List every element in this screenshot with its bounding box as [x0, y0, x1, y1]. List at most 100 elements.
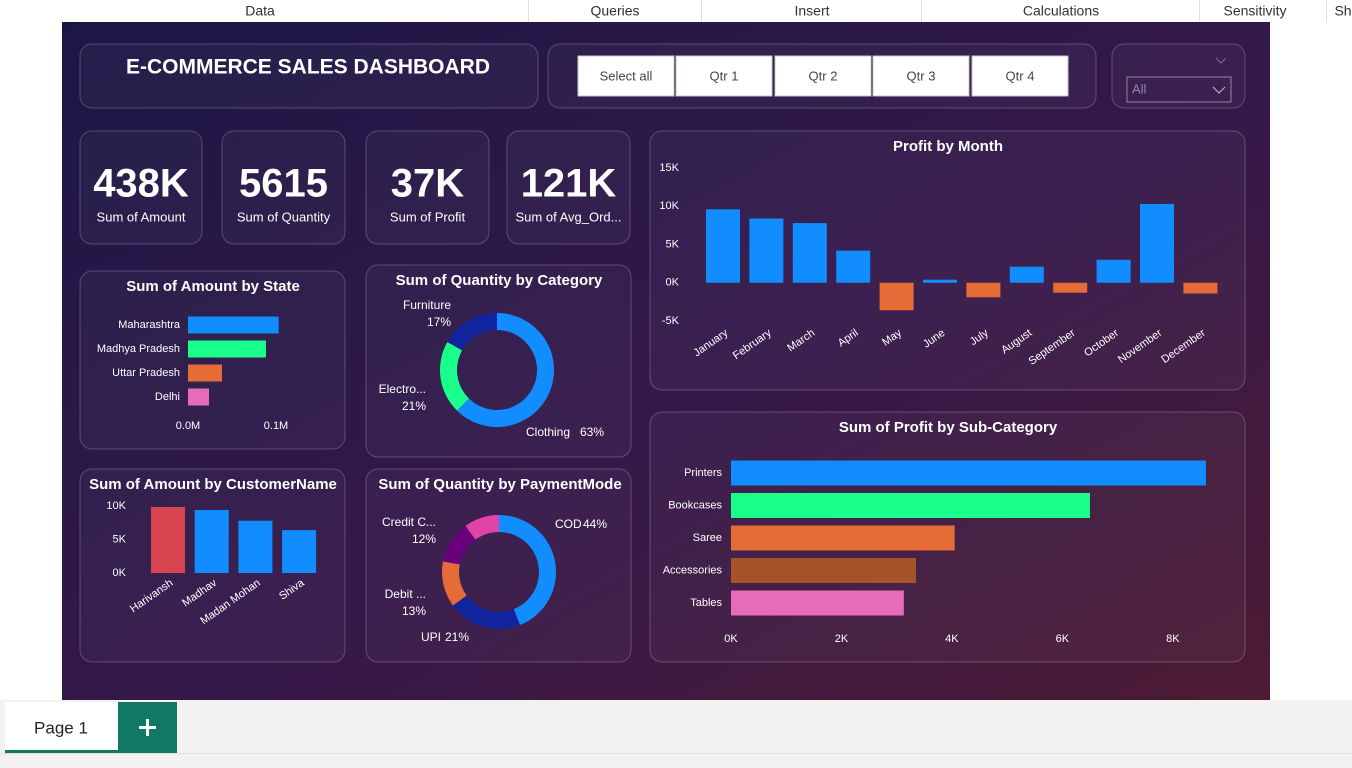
slicer-button-label[interactable]: Qtr 3	[907, 68, 936, 83]
dropdown-box[interactable]	[1126, 76, 1232, 103]
donut-segment	[499, 515, 556, 625]
ribbon-tab[interactable]: Queries	[590, 3, 639, 19]
slicer-button-label[interactable]: Qtr 2	[809, 68, 838, 83]
donut-segment	[441, 561, 467, 606]
chart-title: Sum of Profit by Sub-Category	[839, 419, 1058, 436]
chart-title: Sum of Quantity by PaymentMode	[378, 476, 621, 493]
slicer-button[interactable]	[577, 55, 675, 97]
slice-value-label: 21%	[402, 399, 426, 413]
kpi-card	[506, 130, 631, 245]
slice-label: Furniture	[403, 298, 451, 312]
bar	[923, 279, 957, 283]
chart-title: Profit by Month	[893, 138, 1003, 155]
bar	[188, 388, 210, 406]
bar	[731, 460, 1206, 486]
bar	[188, 364, 222, 382]
panel	[79, 468, 346, 663]
x-tick-label: 0.1M	[264, 420, 288, 432]
bar	[1183, 282, 1218, 294]
y-tick-label: 0K	[666, 277, 680, 289]
y-tick-label: 5K	[113, 533, 127, 545]
slice-label: Electro...	[379, 382, 426, 396]
kpi-label: Sum of Profit	[390, 209, 466, 224]
page-tab-underline	[5, 750, 118, 753]
ribbon-tab[interactable]: Sh	[1334, 3, 1351, 19]
slice-label: Debit ...	[385, 587, 426, 601]
dropdown-chevron	[1212, 86, 1226, 94]
kpi-card	[221, 130, 346, 245]
kpi-card	[79, 130, 203, 245]
slicer-button[interactable]	[675, 55, 773, 97]
bar	[966, 282, 1001, 298]
bar	[731, 493, 1090, 518]
dropdown-value[interactable]: All	[1132, 81, 1147, 96]
kpi-value: 37K	[391, 162, 464, 206]
ribbon	[0, 0, 1352, 22]
kpi-card	[365, 130, 490, 245]
kpi-label: Sum of Avg_Ord...	[516, 209, 622, 224]
y-tick-label: Delhi	[155, 391, 180, 403]
ribbon-tab[interactable]: Calculations	[1023, 3, 1099, 19]
dropdown-chevron	[1215, 57, 1227, 64]
panel	[649, 130, 1246, 391]
donut-segment	[457, 313, 555, 427]
bar	[731, 590, 904, 616]
title-panel	[79, 43, 539, 109]
slice-label: COD	[555, 517, 582, 531]
chart-title: Sum of Amount by CustomerName	[89, 476, 337, 493]
kpi-label: Sum of Amount	[97, 209, 186, 224]
slicer-button[interactable]	[774, 55, 872, 97]
y-tick-label: 15K	[659, 162, 679, 174]
slicer-button[interactable]	[872, 55, 970, 97]
slicer-button-label[interactable]: Qtr 1	[710, 68, 739, 83]
y-tick-label: Printers	[684, 467, 722, 479]
slicer-panel	[547, 43, 1097, 109]
bar	[282, 530, 317, 573]
panel	[365, 468, 632, 663]
ribbon-tab[interactable]: Data	[245, 3, 275, 19]
slicer-button-label[interactable]: Select all	[600, 68, 653, 83]
page-tab-label[interactable]: Page 1	[34, 718, 88, 737]
donut-segment	[443, 525, 476, 565]
bar	[706, 209, 740, 283]
bar	[1096, 259, 1131, 283]
dropdown-panel	[1111, 43, 1246, 109]
y-tick-label: Tables	[690, 597, 722, 609]
bar	[188, 340, 266, 358]
y-tick-label: Saree	[693, 532, 722, 544]
bar	[731, 558, 917, 583]
y-tick-label: Accessories	[663, 564, 723, 576]
ribbon-tab[interactable]: Insert	[794, 3, 829, 19]
x-tick-label: 8K	[1166, 633, 1180, 645]
slice-value-label: 12%	[412, 532, 436, 546]
slice-value-label: 13%	[402, 604, 426, 618]
bar	[836, 250, 871, 283]
bar	[749, 218, 784, 283]
y-tick-label: 5K	[666, 238, 680, 250]
slicer-button[interactable]	[971, 55, 1069, 97]
page-tab[interactable]	[5, 702, 118, 753]
bar	[188, 316, 279, 334]
kpi-value: 438K	[93, 162, 189, 206]
panel	[365, 264, 632, 458]
y-tick-label: 0K	[113, 567, 127, 579]
x-tick-label: 4K	[945, 633, 959, 645]
donut-segment	[465, 515, 499, 540]
y-tick-label: Bookcases	[668, 499, 722, 511]
dashboard-canvas	[62, 22, 1270, 700]
kpi-label: Sum of Quantity	[237, 209, 331, 224]
bar	[1140, 203, 1174, 283]
y-tick-label: -5K	[662, 315, 680, 327]
panel	[649, 411, 1246, 663]
ribbon-tab[interactable]: Sensitivity	[1223, 3, 1286, 19]
add-page-icon	[139, 719, 156, 736]
bar	[1009, 266, 1044, 283]
y-tick-label: Madhya Pradesh	[97, 343, 180, 355]
slice-label: UPI	[421, 630, 441, 644]
y-tick-label: Uttar Pradesh	[112, 367, 180, 379]
slicer-button-label[interactable]: Qtr 4	[1006, 68, 1035, 83]
chart-title: Sum of Quantity by Category	[396, 272, 603, 289]
slice-value-label: 21%	[445, 630, 469, 644]
kpi-value: 5615	[239, 162, 328, 206]
y-tick-label: Maharashtra	[118, 319, 181, 331]
